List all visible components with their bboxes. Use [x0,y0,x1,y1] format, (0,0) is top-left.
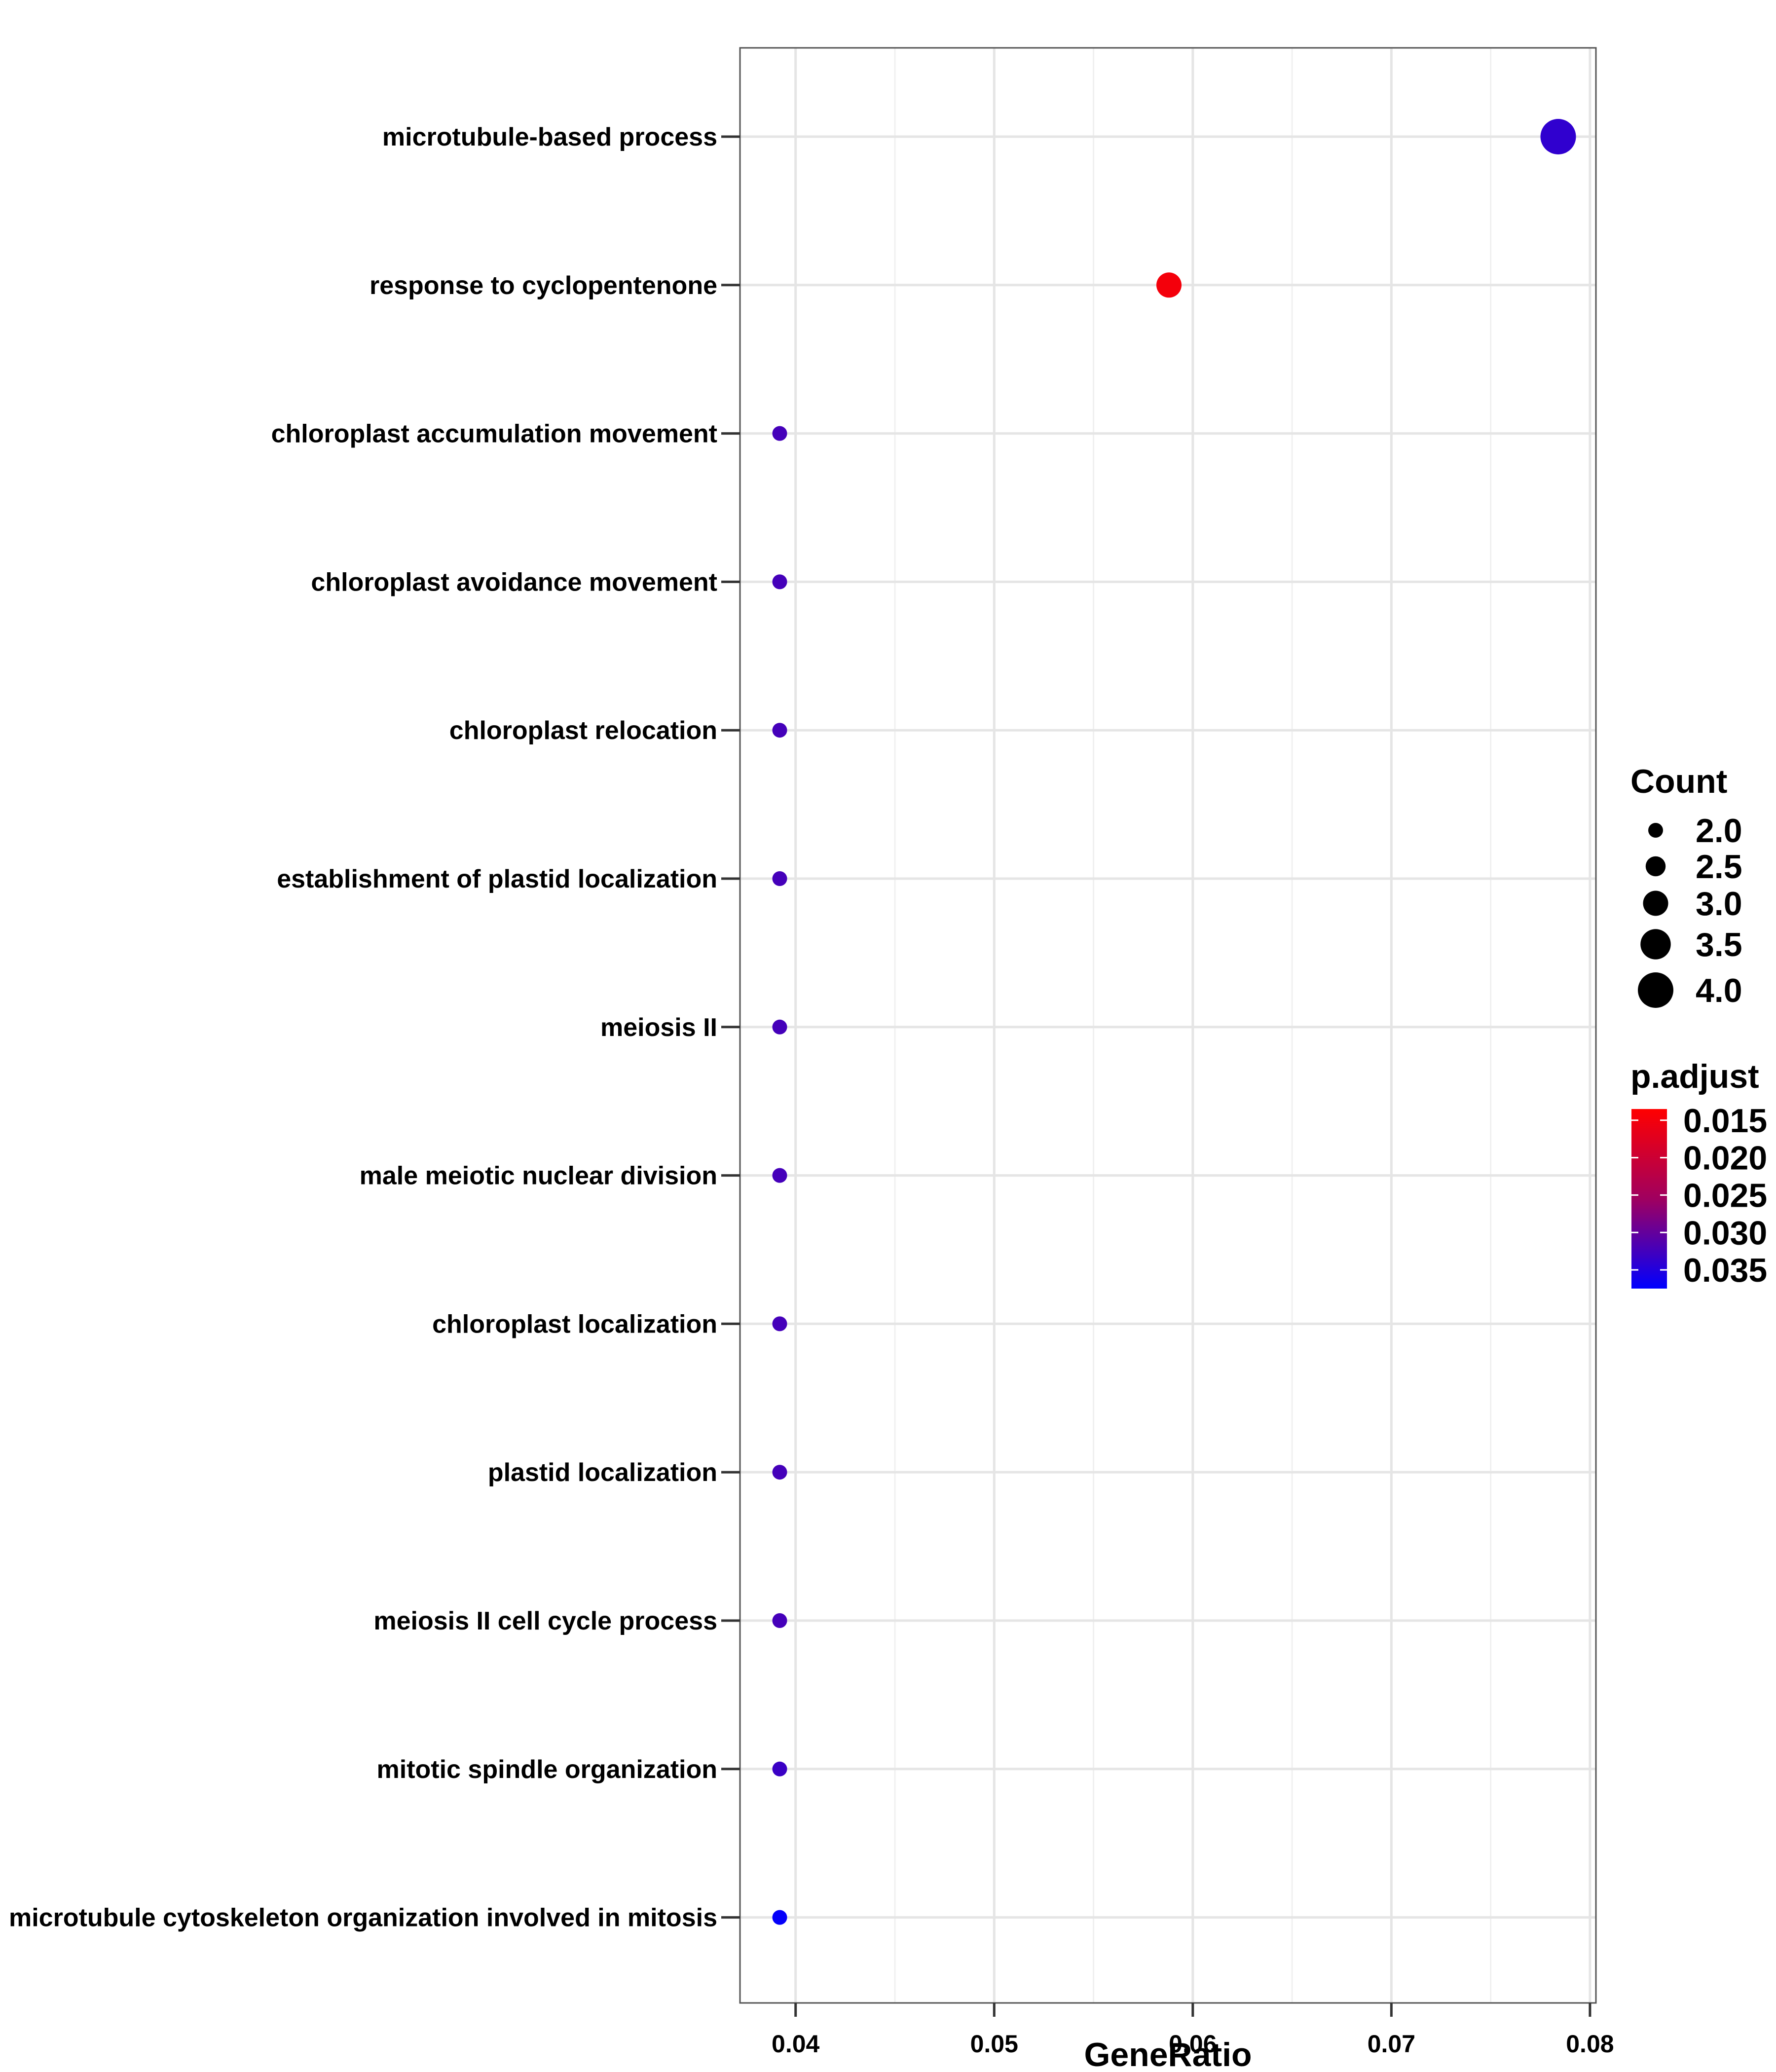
x-tick-label: 0.07 [1368,2030,1415,2058]
count-legend-key [1643,890,1668,916]
data-point [1156,272,1182,298]
count-legend: Count 2.02.53.03.5 4.0 [1630,763,1742,1009]
p-adjust-legend-label: 0.020 [1683,1140,1767,1177]
y-category-label: microtubule cytoskeleton organization in… [9,1904,717,1932]
count-legend-label: 2.0 [1696,812,1742,850]
data-point [772,574,787,590]
count-legend-label: 3.0 [1696,885,1742,923]
data-point [772,1761,787,1776]
data-points [772,119,1576,1925]
p-adjust-legend-label: 0.030 [1683,1214,1767,1252]
y-category-label: chloroplast accumulation movement [271,420,717,448]
y-category-label: plastid localization [488,1458,717,1487]
plot-panel-border [739,47,1597,2004]
x-tick-label: 0.08 [1566,2030,1614,2058]
data-point [772,426,787,441]
p-adjust-legend-title: p.adjust [1630,1058,1759,1095]
x-tick-label: 0.06 [1169,2030,1217,2058]
p-adjust-legend-label: 0.035 [1683,1252,1767,1289]
p-adjust-colorbar [1631,1109,1667,1289]
count-legend-title: Count [1630,763,1727,800]
count-legend-key [1638,972,1673,1008]
count-legend-key [1645,856,1666,877]
y-category-label: chloroplast localization [432,1310,717,1338]
data-point [772,1910,787,1925]
y-category-label: chloroplast relocation [449,716,717,745]
count-legend-key [1640,929,1671,960]
x-tick-label: 0.04 [772,2030,820,2058]
x-axis-title: GeneRatio [1084,2036,1252,2072]
data-point [772,1316,787,1332]
x-tick-label: 0.05 [970,2030,1018,2058]
data-point [772,871,787,886]
count-legend-label: 4.0 [1696,972,1742,1009]
p-adjust-legend-label: 0.015 [1683,1102,1767,1140]
y-category-label: male meiotic nuclear division [360,1162,717,1190]
count-legend-label: 3.5 [1696,926,1742,963]
x-axis: 0.04 0.05 0.06 0.07 0.08 [772,2003,1614,2058]
count-legend-key [1648,823,1663,838]
data-point [772,1465,787,1480]
data-point [772,723,787,738]
y-category-label: mitotic spindle organization [377,1755,717,1784]
data-point [772,1168,787,1183]
gridlines [740,48,1596,2003]
count-legend-label: 2.5 [1696,848,1742,886]
y-category-label: microtubule-based process [382,123,717,151]
data-point [772,1019,787,1035]
y-category-label: meiosis II cell cycle process [373,1607,717,1635]
p-adjust-legend-label: 0.025 [1683,1177,1767,1214]
y-category-label: establishment of plastid localization [277,865,717,893]
y-axis-labels: microtubule-based process response to cyc… [9,123,740,1932]
data-point [772,1613,787,1628]
y-category-label: response to cyclopentenone [370,271,717,300]
y-category-label: chloroplast avoidance movement [311,568,717,596]
data-point [1540,119,1576,154]
y-category-label: meiosis II [600,1013,717,1042]
